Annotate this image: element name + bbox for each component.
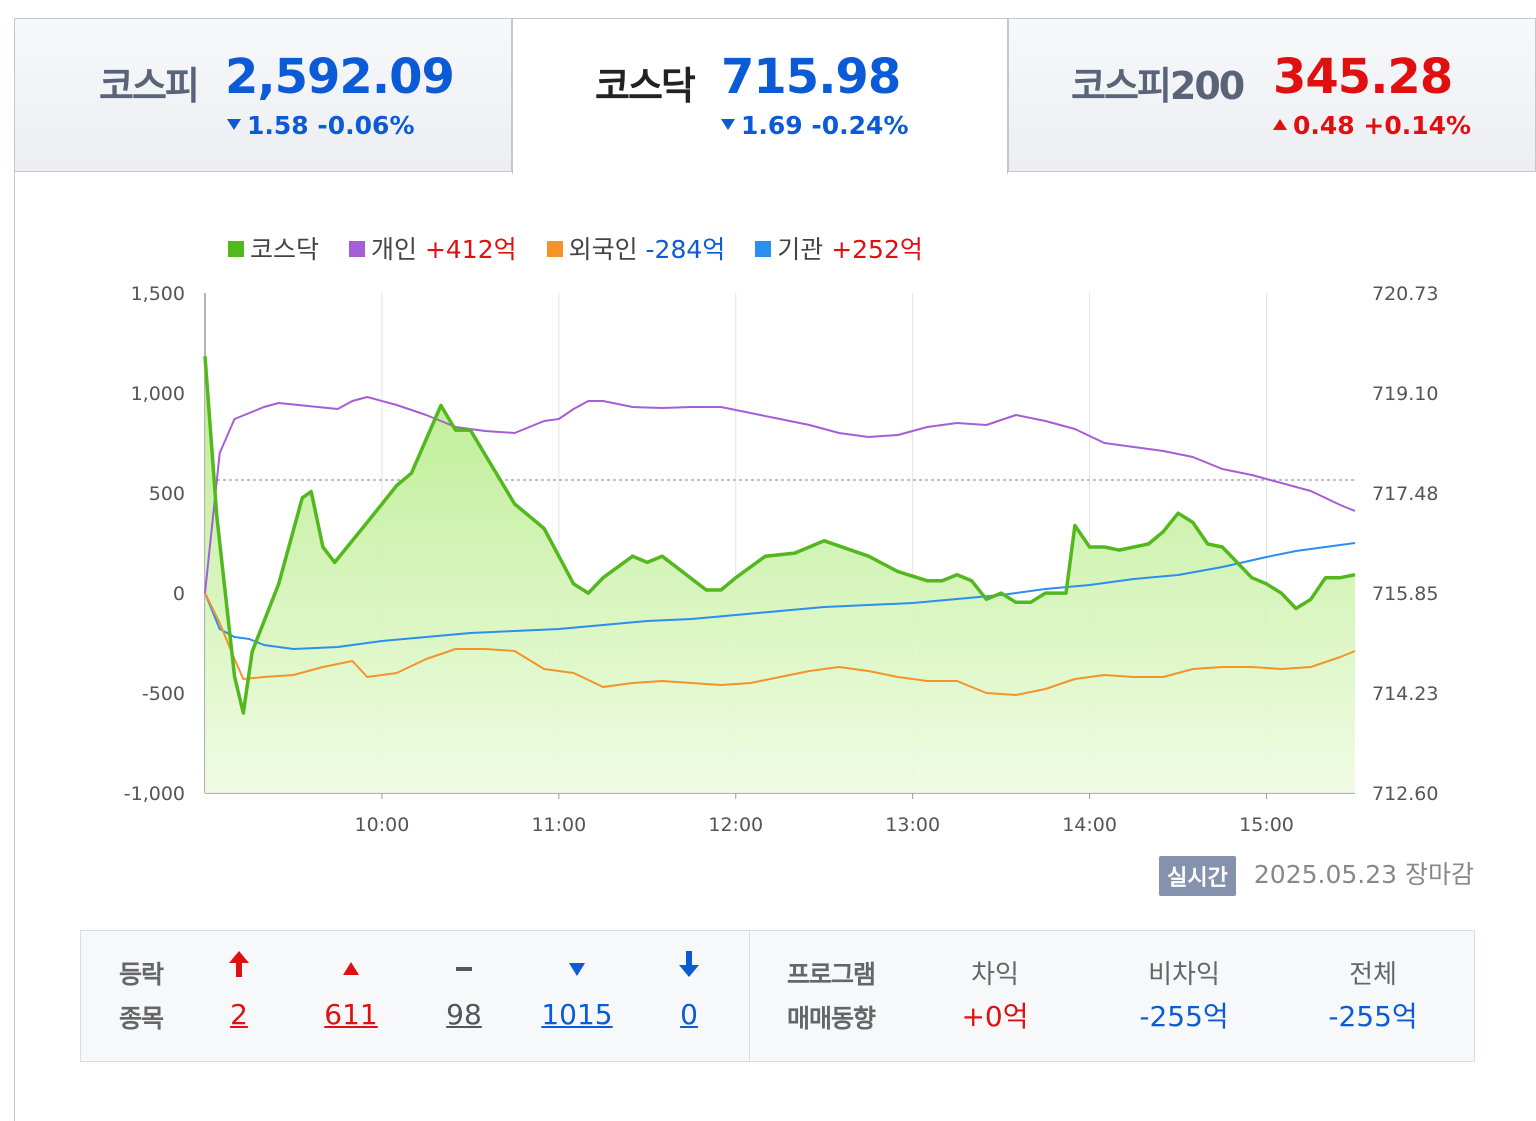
stat-lower-limit: 0 (639, 949, 739, 1037)
chart-legend: 코스닥 개인 +412억 외국인 -284억 기관 +252억 (228, 230, 945, 266)
program-total-value: -255억 (1328, 1000, 1418, 1033)
legend-value: +252억 (831, 235, 923, 264)
tab-value: 715.98 (721, 49, 901, 105)
x-tick-label: 15:00 (1239, 814, 1294, 836)
chart-date: 2025.05.23 (1253, 860, 1398, 889)
y-left-tick-label: 1,000 (131, 383, 185, 405)
y-right-tick-label: 715.85 (1372, 583, 1438, 605)
advance-decline-label: 등락 종목 (119, 953, 164, 1041)
tab-change: 1.58 -0.06% (227, 111, 415, 140)
tab-name: 코스닥 (595, 64, 696, 108)
tab-value: 2,592.09 (225, 49, 455, 105)
x-tick-label: 11:00 (531, 814, 586, 836)
tab-name: 코스피 (99, 64, 200, 108)
tab-kosdaq[interactable]: 코스닥 715.98 1.69 -0.24% (512, 18, 1008, 174)
y-left-tick-label: 1,500 (131, 283, 185, 305)
legend-swatch (755, 241, 772, 257)
up-triangle-icon (1273, 118, 1287, 130)
tab-value: 345.28 (1273, 49, 1453, 105)
x-tick-label: 12:00 (708, 814, 763, 836)
y-left-tick-label: 500 (149, 483, 185, 505)
legend-label: 기관 (777, 235, 824, 264)
stat-declining: 1015 (527, 949, 627, 1037)
stat-lower-limit-count[interactable]: 0 (680, 998, 698, 1031)
content-border (14, 170, 15, 1121)
tab-change-text: 1.69 -0.24% (741, 111, 909, 140)
stat-declining-count[interactable]: 1015 (541, 998, 613, 1031)
program-total-head: 전체 (1349, 960, 1397, 990)
legend-value: -284억 (645, 235, 726, 264)
tab-change-text: 0.48 +0.14% (1293, 111, 1472, 140)
index-tabs: 코스피 2,592.09 1.58 -0.06% 코스닥 715.98 1.69… (14, 18, 1536, 174)
y-left-tick-label: 0 (173, 583, 185, 605)
legend-swatch (228, 241, 244, 257)
panel-divider (749, 931, 750, 1061)
tab-change: 0.48 +0.14% (1273, 111, 1471, 140)
series-line-foreign (204, 592, 1356, 696)
tab-change-text: 1.58 -0.06% (247, 111, 415, 140)
lower-limit-arrow-icon (639, 949, 739, 993)
up-triangle-icon (301, 949, 401, 993)
series-area-kosdaq (205, 356, 1355, 793)
down-triangle-icon (227, 118, 241, 130)
legend-item-kosdaq: 코스닥 (228, 230, 319, 266)
tab-name: 코스피200 (1071, 64, 1245, 108)
down-triangle-icon (527, 949, 627, 993)
program-arbitrage-value: +0억 (961, 1000, 1029, 1033)
x-tick-label: 10:00 (355, 814, 410, 836)
series-line-kosdaq (203, 356, 1356, 715)
tab-kospi200[interactable]: 코스피200 345.28 0.48 +0.14% (1008, 18, 1536, 172)
legend-item-foreign: 외국인 -284억 (546, 230, 726, 266)
x-tick-label: 14:00 (1062, 814, 1117, 836)
legend-swatch (348, 241, 365, 257)
stat-upper-limit: 2 (189, 949, 289, 1037)
program-non-arbitrage-value: -255억 (1139, 1000, 1229, 1033)
program-arbitrage: 차익 +0억 (905, 955, 1085, 1039)
y-right-tick-label: 712.60 (1372, 783, 1438, 805)
upper-limit-arrow-icon (189, 949, 289, 993)
stat-upper-limit-count[interactable]: 2 (230, 998, 248, 1031)
legend-item-institution: 기관 +252억 (755, 230, 923, 266)
program-label-line2: 매매동향 (787, 1004, 876, 1033)
legend-item-individual: 개인 +412억 (348, 230, 517, 266)
legend-label: 외국인 (568, 235, 638, 264)
tab-kospi[interactable]: 코스피 2,592.09 1.58 -0.06% (14, 18, 512, 172)
intraday-chart: 1,500 1,000 500 0 -500 -1,000 720.73 719.10 717.… (124, 283, 1439, 836)
y-left-tick-label: -1,000 (124, 783, 185, 805)
program-trading-label: 프로그램 매매동향 (787, 953, 876, 1041)
program-total: 전체 -255억 (1283, 955, 1463, 1039)
market-status: 장마감 (1404, 860, 1474, 889)
series-line-individual (204, 396, 1356, 594)
chart-footnote: 실시간 2025.05.23 장마감 (1159, 855, 1474, 896)
advance-decline-label-line2: 종목 (119, 1004, 164, 1033)
series-line-institution (204, 542, 1356, 650)
y-right-tick-label: 720.73 (1372, 283, 1438, 305)
tab-change: 1.69 -0.24% (721, 111, 909, 140)
market-stats-panel: 등락 종목 2 611 98 1015 0 프로그램 매매동향 (80, 930, 1475, 1062)
realtime-badge: 실시간 (1159, 856, 1236, 896)
y-right-tick-label: 719.10 (1372, 383, 1438, 405)
y-right-tick-label: 717.48 (1372, 483, 1438, 505)
y-left-tick-label: -500 (142, 683, 185, 705)
stat-unchanged: 98 (414, 949, 514, 1037)
program-arbitrage-head: 차익 (971, 960, 1019, 990)
legend-value: +412억 (424, 235, 517, 264)
legend-label: 개인 (370, 235, 417, 264)
x-tick-label: 13:00 (885, 814, 940, 836)
stat-unchanged-count[interactable]: 98 (446, 998, 482, 1031)
legend-swatch (546, 241, 563, 257)
y-right-tick-label: 714.23 (1372, 683, 1438, 705)
unchanged-dash-icon (414, 949, 514, 993)
program-non-arbitrage: 비차익 -255억 (1094, 955, 1274, 1039)
legend-label: 코스닥 (250, 235, 320, 264)
down-triangle-icon (721, 118, 735, 130)
advance-decline-label-line1: 등락 (119, 960, 164, 989)
program-label-line1: 프로그램 (787, 960, 876, 989)
program-non-arbitrage-head: 비차익 (1148, 960, 1220, 990)
stat-advancing: 611 (301, 949, 401, 1037)
stat-advancing-count[interactable]: 611 (324, 998, 378, 1031)
